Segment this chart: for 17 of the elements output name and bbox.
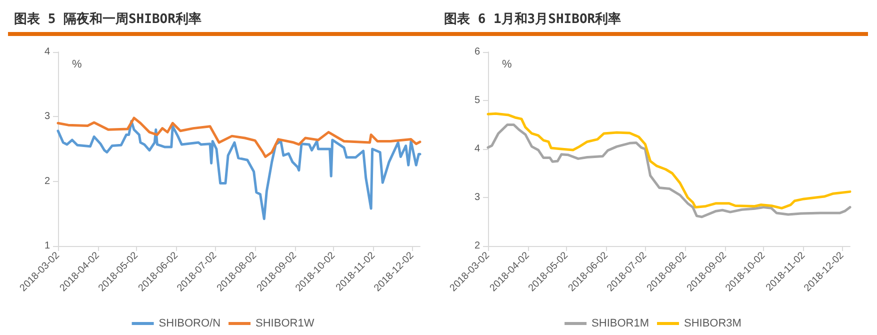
y-tick-label: 2 [474,240,480,252]
legend-label: SHIBOR1W [256,318,315,330]
y-tick-label: 2 [44,176,50,187]
legend-label: SHIBORO/N [158,318,221,330]
y-tick-label: 3 [44,111,50,122]
y-axis-title: % [72,58,82,70]
y-tick-label: 3 [474,192,480,203]
legend-label: SHIBOR1M [592,318,650,330]
y-tick-label: 4 [474,144,480,154]
chart-title: 图表 5 隔夜和一周SHIBOR利率 [8,8,438,36]
y-axis-title: % [502,58,512,70]
y-tick-label: 4 [44,46,50,58]
y-tick-label: 6 [474,46,480,58]
y-tick-label: 5 [474,95,480,106]
legend-label: SHIBOR3M [684,318,742,330]
chart-title: 图表 6 1月和3月SHIBOR利率 [438,8,868,36]
y-tick-label: 1 [44,240,50,252]
